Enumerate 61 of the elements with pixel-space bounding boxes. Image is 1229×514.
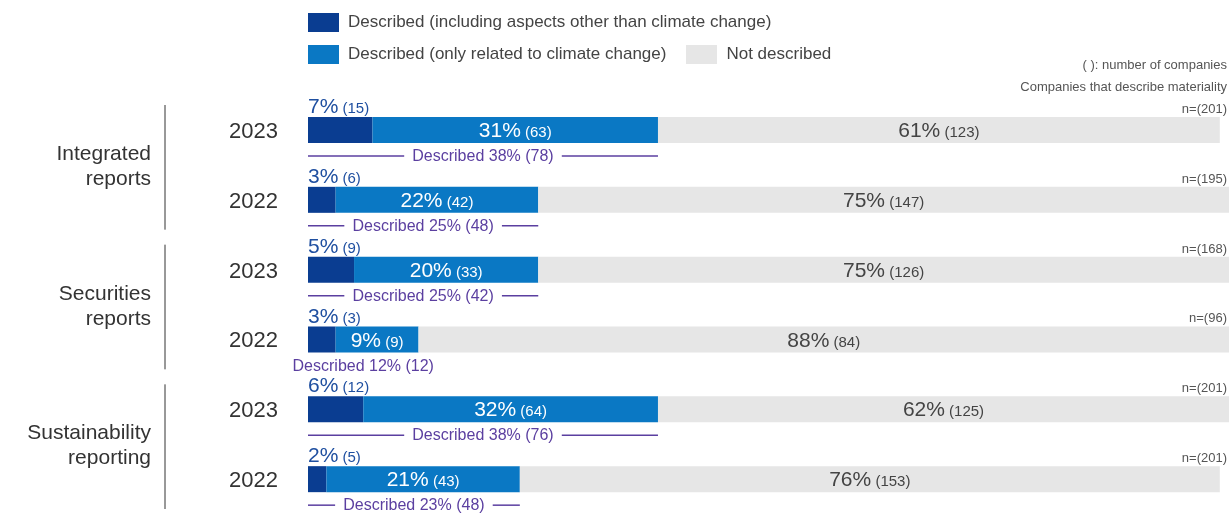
data-label: 2% (5) bbox=[308, 443, 361, 467]
bar bbox=[308, 396, 364, 423]
annotation: Described 38% (76) bbox=[412, 426, 554, 444]
y-tick-label: 2022 bbox=[229, 467, 278, 493]
y-tick-label: 2023 bbox=[229, 397, 278, 423]
bar bbox=[326, 466, 520, 493]
annotation: n=(201) bbox=[1181, 100, 1227, 116]
bar bbox=[308, 326, 336, 353]
data-label: 3% (3) bbox=[308, 303, 361, 327]
data-label: 20% (33) bbox=[409, 257, 483, 281]
annotation: n=(201) bbox=[1181, 450, 1227, 466]
bar bbox=[418, 326, 1229, 353]
data-label: 76% (153) bbox=[829, 467, 911, 491]
bar bbox=[308, 117, 373, 143]
annotation: n=(96) bbox=[1189, 310, 1227, 326]
bar bbox=[372, 117, 658, 143]
annotation: Described 25% (48) bbox=[352, 216, 494, 234]
text: Integrated reports bbox=[55, 139, 151, 190]
annotation: Described 23% (48) bbox=[343, 496, 485, 514]
y-tick-label: 2023 bbox=[229, 257, 278, 283]
y-tick-label: 2023 bbox=[229, 117, 278, 143]
data-label: 9% (9) bbox=[350, 327, 404, 351]
bar bbox=[657, 396, 1229, 423]
data-label: 75% (126) bbox=[843, 257, 925, 281]
annotation: Described 38% (78) bbox=[412, 147, 554, 164]
bar bbox=[538, 256, 1229, 283]
bar bbox=[538, 186, 1229, 213]
bar bbox=[354, 256, 539, 283]
text: Companies that describe materiality bbox=[1020, 78, 1227, 96]
bar bbox=[363, 396, 658, 423]
annotation: n=(195) bbox=[1181, 170, 1227, 186]
bar bbox=[308, 186, 336, 213]
data-label: 31% (63) bbox=[478, 118, 552, 141]
legend-label: Described (including aspects other than climate change) bbox=[347, 12, 772, 32]
annotation: n=(201) bbox=[1181, 380, 1227, 396]
y-tick-label: 2022 bbox=[229, 327, 278, 353]
data-label: 3% (6) bbox=[308, 163, 361, 187]
data-label: 62% (125) bbox=[902, 397, 985, 421]
data-label: 6% (12) bbox=[308, 373, 370, 397]
y-tick-label: 2022 bbox=[229, 187, 278, 213]
legend-label: Not described bbox=[725, 44, 832, 64]
text: Securities reports bbox=[57, 279, 151, 330]
text: Sustainability reporting bbox=[26, 419, 151, 470]
text: ( ): number of companies bbox=[1081, 56, 1227, 74]
data-label: 21% (43) bbox=[386, 467, 460, 491]
data-label: 61% (123) bbox=[898, 118, 980, 141]
annotation: n=(168) bbox=[1181, 240, 1227, 256]
data-label: 88% (84) bbox=[787, 327, 861, 351]
data-label: 7% (15) bbox=[308, 94, 370, 117]
bar bbox=[308, 466, 327, 493]
annotation: Described 25% (42) bbox=[352, 286, 494, 304]
annotation: Described 12% (12) bbox=[292, 356, 434, 374]
data-label: 22% (42) bbox=[400, 187, 474, 211]
bar bbox=[657, 117, 1220, 143]
data-label: 32% (64) bbox=[474, 397, 548, 421]
bar bbox=[519, 466, 1220, 493]
bar bbox=[335, 186, 539, 213]
data-label: 5% (9) bbox=[308, 233, 361, 257]
legend-label: Described (only related to climate change) bbox=[347, 44, 667, 64]
data-label: 75% (147) bbox=[843, 187, 925, 211]
bar bbox=[308, 256, 355, 283]
